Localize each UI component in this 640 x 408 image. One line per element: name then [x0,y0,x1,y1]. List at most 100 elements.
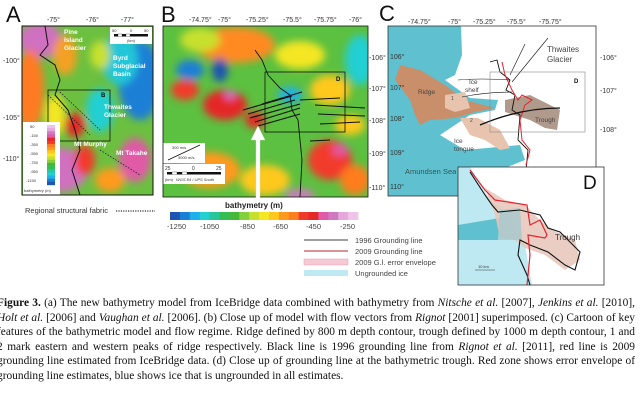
colorbar-swatch [47,147,55,151]
caption-citation: Jenkins et al. [537,297,599,309]
panel-d-label: D [583,173,597,194]
colorbar-swatch [47,181,55,186]
panel-a: A -75° -76° -77° -100° -105° -110° [3,2,155,215]
ridge-peak-1 [445,92,470,112]
label-trough: Trough [535,117,556,124]
colorbar-swatch [348,212,359,220]
lat-tick: -108° [600,126,617,134]
colorbar-swatches [170,212,359,220]
scale-tick: 0 [130,28,133,33]
colorbar-tick: 50 [30,124,35,129]
colorbar-title: bathymetry (m) [225,201,283,210]
caption-text: [2001] superimposed. (c) Cartoon of key … [0,311,635,353]
grounding-line-1996 [469,171,581,285]
legend-swatch-ungrounded [304,270,348,276]
label-byrd-basin: Subglacial [113,63,146,70]
label-peak-2: 2 [470,118,473,124]
lat-tick: -108° [369,117,386,125]
scale-unit: (km) [165,177,174,182]
label-trough: Trough [555,233,580,242]
colorbar-tick: -850 [240,222,255,231]
lat-tick: -105° [3,114,20,122]
ridge-peak-2 [460,118,510,150]
trough-shape [485,188,580,270]
scale-label: 10 km [478,264,490,269]
scale-tick: 50 [112,28,117,33]
colorbar-swatch [47,143,55,148]
label-ice-tongue: tongue [454,146,474,153]
lat-tick: 106° [390,53,405,61]
colorbar-swatch [219,212,230,220]
colorbar-inset-a: 50 -150 -350 -550 -750 -950 -1150 bathym… [23,122,60,195]
legend-label: 1996 Grounding line [355,236,423,245]
colorbar-swatch [47,172,55,176]
lat-tick: -107° [369,85,386,93]
colorbar-swatch [47,125,55,129]
fabric-legend-label: Regional structural fabric [25,206,108,215]
colorbar-swatch [47,156,55,160]
colorbar-tick: -1150 [26,178,37,183]
label-pine-island-glacier: Glacier [64,45,87,52]
caption-citation: Holt et al. [0,311,44,324]
colorbar-tick: -150 [30,133,39,138]
caption-citation: Nitsche et al. [437,297,499,309]
colorbar-tick: -650 [273,222,288,231]
panel-c: C -74.75° -75° -75.25° -75.5° -75.75° -1… [379,1,617,197]
velocity-scale-label: 300 m/s [172,145,186,150]
colorbar-title: bathymetry (m) [24,188,52,193]
colorbar-tick: -1250 [167,222,186,231]
colorbar-swatch [170,212,181,220]
legend-label: 2009 Grounding line [355,247,423,256]
colorbar-swatch [47,131,55,135]
caption-citation: Vaughan et al. [98,311,165,324]
bathymetry-map-b: D 300 m/s 3000 m/s 25 0 25 (km) W [163,26,368,197]
colorbar-swatch [47,137,55,141]
label-mt-murphy: Mt Murphy [74,141,107,148]
lat-tick: -110° [3,155,19,163]
label-ice-tongue: Ice [454,138,463,145]
ridge-pointer-arrow [250,125,266,206]
flow-vectors [242,91,366,142]
lat-tick: 107° [390,84,405,92]
lat-tick: -106° [369,54,386,62]
panel-b: B -74.75° -75° -75.25° -75.5° -75.75° -7… [161,2,386,206]
grounding-line-2009 [501,61,533,166]
scale-tick: 0 [192,166,195,172]
label-mt-takahe: Mt Takahe [116,150,148,157]
label-ridge: Ridge [418,89,435,96]
map-frame-a [21,25,154,196]
colorbar-swatch [47,134,55,138]
scale-unit: (km) [127,38,136,43]
lat-tick: 108° [390,115,405,123]
caption-text: [2010], [598,297,635,309]
colorbar-swatch [47,162,55,167]
caption-figure-number: Figure 3. [0,297,41,309]
box-d [264,71,346,133]
label-pine-island-glacier: Island [64,37,83,44]
colorbar-swatch [318,212,329,220]
scale-tick: 50 [144,28,149,33]
colorbar-swatch [268,212,280,220]
panel-b-label: B [161,2,176,27]
panel-d: 10 km Trough D [457,166,605,286]
trough-shape [505,95,560,130]
lon-tick: -75.25° [473,18,496,26]
box-d [489,71,586,133]
projection-label: WGS 84 / UPS South [176,177,215,182]
colorbar-swatch [328,212,339,220]
grounding-line-2009 [469,169,548,285]
label-ice-shelf: Ice [469,79,478,86]
colorbar-swatch [199,212,210,220]
lon-tick: -76° [349,16,362,24]
colorbar-swatch [189,212,200,220]
lat-tick: -106° [600,54,617,62]
box-d-label: D [336,77,341,83]
lon-tick: -75° [218,16,231,24]
label-thwaites-glacier: Glacier [104,112,127,119]
label-thwaites-glacier: Thwaites [104,104,132,111]
map-frame-d [457,166,605,286]
colorbar-swatch [47,175,55,179]
uncertain-zone [498,208,522,240]
flow-lines [457,37,561,126]
lon-tick: -75.5° [283,16,302,24]
